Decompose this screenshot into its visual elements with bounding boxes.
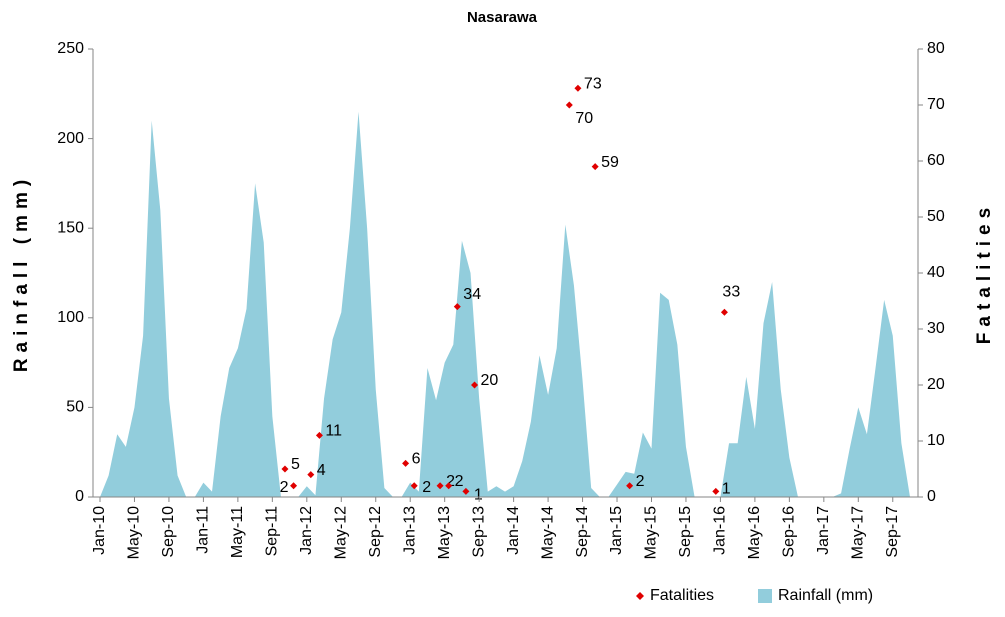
fatality-point: [462, 487, 470, 495]
y2-tick-label: 0: [927, 488, 936, 505]
data-label: 4: [317, 462, 326, 479]
chart-title: Nasarawa: [467, 9, 538, 26]
fatality-point: [315, 431, 323, 439]
x-tick-label: May-11: [229, 506, 246, 558]
x-tick-label: May-14: [539, 506, 556, 559]
fatality-point: [410, 482, 418, 490]
fatality-point: [453, 303, 461, 311]
fatality-point: [281, 465, 289, 473]
legend-label: Fatalities: [650, 587, 714, 604]
x-tick-label: Jan-10: [91, 506, 108, 555]
y2-tick-label: 30: [927, 320, 945, 337]
x-tick-label: Sep-10: [160, 506, 177, 558]
data-label: 1: [722, 481, 731, 498]
y-tick-label: 100: [57, 309, 84, 326]
x-tick-label: May-13: [436, 506, 453, 559]
y-tick-label: 250: [57, 40, 84, 57]
fatality-point: [574, 84, 582, 92]
y-tick-label: 50: [66, 399, 84, 416]
x-tick-label: Sep-13: [470, 506, 487, 558]
data-label: 6: [412, 451, 421, 468]
data-label: 2: [446, 473, 455, 490]
fatality-point: [712, 487, 720, 495]
data-label: 11: [325, 423, 342, 440]
fatality-point: [565, 101, 573, 109]
x-tick-label: Sep-16: [781, 506, 798, 558]
data-label: 20: [481, 372, 499, 389]
y-axis-label: Rainfall (mm): [11, 174, 32, 372]
y-tick-label: 200: [57, 130, 84, 147]
x-tick-label: May-17: [850, 506, 867, 559]
y-tick-label: 150: [57, 219, 84, 236]
x-tick-label: May-16: [746, 506, 763, 559]
x-tick-label: Jan-14: [505, 506, 522, 555]
data-label: 2: [636, 473, 645, 490]
legend-swatch: [758, 589, 772, 603]
x-tick-label: Sep-15: [677, 506, 694, 558]
data-label: 2: [455, 473, 464, 490]
fatality-point: [471, 381, 479, 389]
fatality-point: [290, 482, 298, 490]
y2-axis-label: Fatalities: [974, 202, 995, 344]
fatality-point: [445, 482, 453, 490]
fatality-point: [436, 482, 444, 490]
x-tick-label: Jan-12: [298, 506, 315, 555]
data-label: 34: [463, 286, 481, 303]
x-tick-label: Sep-17: [884, 506, 901, 558]
x-tick-label: May-15: [643, 506, 660, 559]
fatality-point: [591, 163, 599, 171]
x-tick-label: Sep-11: [264, 506, 281, 557]
fatality-point: [626, 482, 634, 490]
legend-label: Rainfall (mm): [778, 587, 873, 604]
fatality-point: [307, 471, 315, 479]
data-label: 59: [601, 154, 619, 171]
fatality-point: [402, 459, 410, 467]
legend-marker: [636, 592, 644, 600]
x-tick-label: May-10: [126, 506, 143, 559]
rainfall-area: [100, 111, 910, 497]
x-tick-label: Jan-13: [401, 506, 418, 555]
x-tick-label: Jan-17: [815, 506, 832, 555]
x-tick-label: Sep-14: [574, 506, 591, 558]
y-tick-label: 0: [75, 488, 84, 505]
x-tick-label: May-12: [332, 506, 349, 559]
data-label: 2: [280, 479, 289, 496]
y2-tick-label: 60: [927, 152, 945, 169]
data-label: 73: [584, 75, 602, 92]
data-label: 1: [474, 487, 483, 504]
x-tick-label: Jan-15: [608, 506, 625, 555]
y2-tick-label: 80: [927, 40, 945, 57]
y2-tick-label: 10: [927, 432, 945, 449]
x-tick-label: Sep-12: [367, 506, 384, 558]
y2-tick-label: 50: [927, 208, 945, 225]
data-label: 70: [575, 110, 593, 127]
fatality-point: [720, 308, 728, 316]
data-label: 2: [422, 479, 431, 496]
y2-tick-label: 20: [927, 376, 945, 393]
data-label: 33: [722, 283, 740, 300]
y2-tick-label: 70: [927, 96, 945, 113]
x-tick-label: Jan-16: [712, 506, 729, 555]
data-label: 5: [291, 456, 300, 473]
y2-tick-label: 40: [927, 264, 945, 281]
x-tick-label: Jan-11: [195, 506, 212, 554]
